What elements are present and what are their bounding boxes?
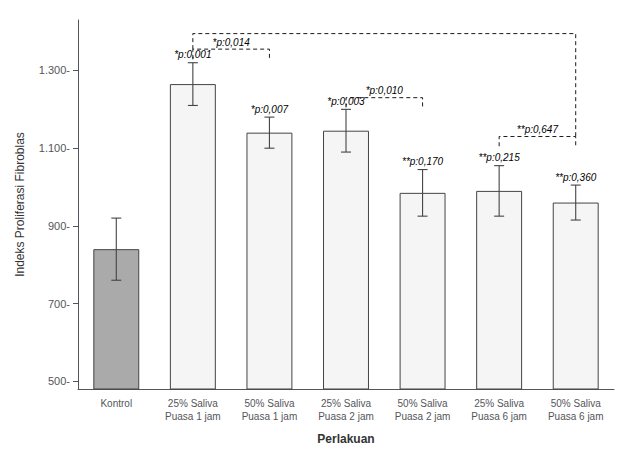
svg-text:500-: 500- <box>48 375 70 387</box>
svg-text:*p:0,014: *p:0,014 <box>213 37 251 48</box>
svg-text:Puasa 1 jam: Puasa 1 jam <box>242 411 298 422</box>
svg-text:1.100-: 1.100- <box>39 142 71 154</box>
svg-text:50% Saliva: 50% Saliva <box>551 398 601 409</box>
svg-text:700-: 700- <box>48 298 70 310</box>
svg-text:50% Saliva: 50% Saliva <box>398 398 448 409</box>
svg-text:*p:0,007: *p:0,007 <box>251 104 289 115</box>
svg-text:25% Saliva: 25% Saliva <box>168 398 218 409</box>
svg-text:*p:0,010: *p:0,010 <box>366 85 404 96</box>
svg-text:**p:0,360: **p:0,360 <box>555 172 597 183</box>
svg-text:**p:0,170: **p:0,170 <box>402 156 444 167</box>
svg-text:Puasa 6 jam: Puasa 6 jam <box>548 411 604 422</box>
svg-text:50% Saliva: 50% Saliva <box>244 398 294 409</box>
svg-text:*p:0,001: *p:0,001 <box>174 49 212 61</box>
svg-text:Puasa 1 jam: Puasa 1 jam <box>165 411 221 422</box>
svg-text:**p:0,647: **p:0,647 <box>517 124 559 135</box>
svg-text:25% Saliva: 25% Saliva <box>474 398 524 409</box>
svg-text:900-: 900- <box>48 220 70 232</box>
svg-text:Puasa 6 jam: Puasa 6 jam <box>471 411 527 422</box>
svg-text:Puasa 2 jam: Puasa 2 jam <box>318 411 374 422</box>
svg-text:Perlakuan: Perlakuan <box>317 432 374 446</box>
svg-text:Indeks Proliferasi Fibroblas: Indeks Proliferasi Fibroblas <box>13 132 27 277</box>
svg-text:25% Saliva: 25% Saliva <box>321 398 371 409</box>
svg-text:Puasa 2 jam: Puasa 2 jam <box>395 411 451 422</box>
svg-text:Kontrol: Kontrol <box>100 398 132 409</box>
svg-text:*p:0,003: *p:0,003 <box>327 95 365 107</box>
svg-text:1.300-: 1.300- <box>39 64 71 76</box>
svg-text:**p:0,215: **p:0,215 <box>479 152 521 163</box>
